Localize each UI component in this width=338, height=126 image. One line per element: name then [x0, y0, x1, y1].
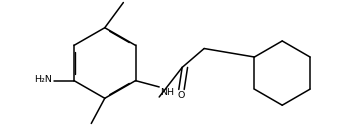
Text: O: O	[178, 91, 185, 100]
Text: H₂N: H₂N	[34, 75, 52, 84]
Text: NH: NH	[160, 88, 174, 97]
